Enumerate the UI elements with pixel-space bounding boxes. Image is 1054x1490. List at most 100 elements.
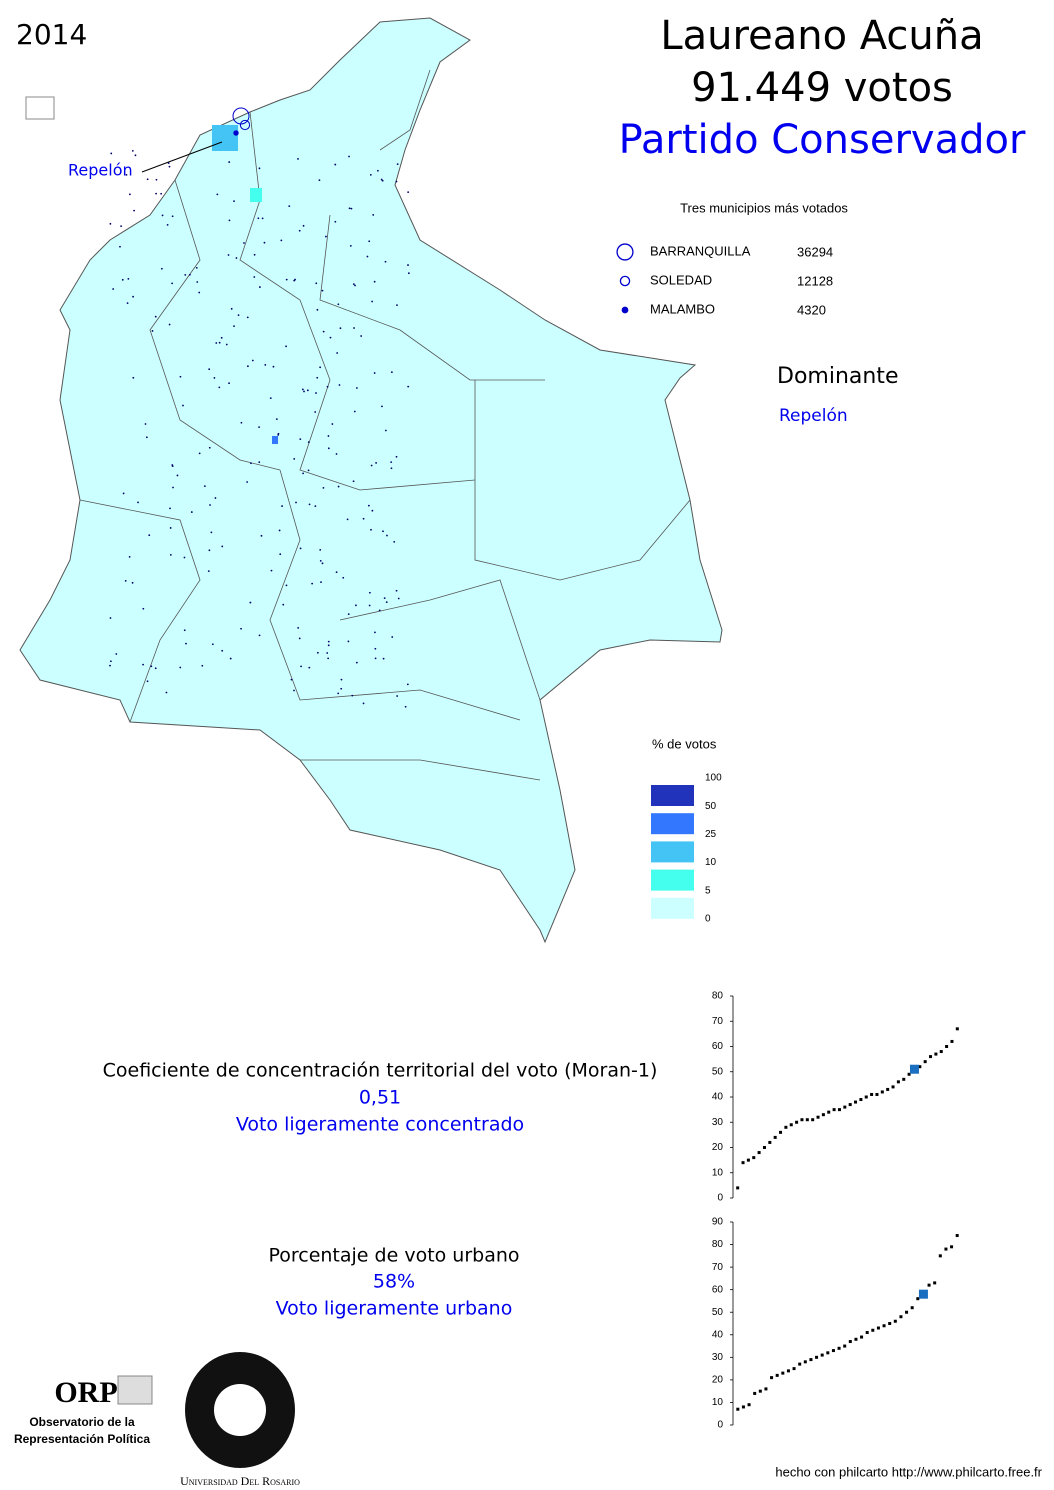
y-tick-label: 0 [717, 1420, 723, 1431]
municipality-dot [169, 553, 172, 556]
municipality-dot [277, 432, 280, 435]
municipality-dot [335, 571, 338, 574]
point [934, 1052, 938, 1056]
municipality-dot [353, 410, 356, 413]
top-name: BARRANQUILLA [650, 243, 751, 258]
municipality-dot [316, 376, 319, 379]
point [827, 1110, 831, 1114]
highlight-point [909, 1064, 919, 1074]
municipality-dot [355, 604, 357, 607]
municipality-dot [382, 657, 385, 660]
legend-break: 50 [705, 801, 717, 812]
municipality-dot [390, 467, 393, 470]
y-tick-label: 30 [712, 1117, 724, 1128]
moran-label: Coeficiente de concentración territorial… [103, 1060, 658, 1082]
municipality-dot [145, 436, 148, 439]
municipality-dot [209, 504, 211, 506]
point [747, 1403, 751, 1407]
point [888, 1322, 892, 1325]
municipality-dot [246, 481, 249, 483]
point [784, 1125, 788, 1129]
municipality-dot [351, 694, 354, 697]
municipality-dot [198, 291, 201, 294]
y-tick-label: 10 [712, 1167, 724, 1178]
y-tick-label: 50 [712, 1066, 724, 1077]
point [809, 1358, 813, 1362]
municipality-dot [404, 705, 407, 708]
municipality-dot [384, 429, 387, 432]
point [876, 1326, 880, 1330]
municipality-dot [347, 613, 350, 616]
point [843, 1105, 847, 1109]
municipality-dot [354, 284, 356, 287]
point [854, 1100, 858, 1104]
map: Repelón [19, 17, 723, 944]
point [736, 1407, 740, 1411]
y-tick-label: 60 [712, 1284, 724, 1295]
callout-line [141, 141, 223, 173]
point [815, 1355, 819, 1359]
municipality-dot [146, 178, 149, 181]
top-symbol [619, 275, 631, 287]
municipality-dot [160, 267, 163, 270]
legend-break: 0 [705, 914, 711, 925]
municipality-dot [325, 235, 327, 238]
candidate: Laureano Acuña [660, 13, 983, 59]
municipality-dot [168, 323, 171, 326]
municipality-dot [278, 529, 281, 532]
municipality-dot [393, 541, 396, 543]
municipality-dot [161, 214, 164, 217]
point [882, 1324, 886, 1328]
municipality-dot [125, 173, 128, 176]
municipality-dot [182, 404, 184, 407]
point [886, 1087, 890, 1091]
point [848, 1340, 852, 1344]
municipality-dot [144, 423, 147, 425]
logo-crest-center [214, 1384, 266, 1436]
municipality-dot [272, 365, 275, 368]
municipality-dot [208, 446, 211, 449]
municipality-dot [297, 158, 299, 160]
callout-label: Repelón [68, 161, 133, 180]
colombia-outline [19, 17, 723, 944]
point [805, 1118, 809, 1122]
municipality-dot [110, 152, 113, 155]
municipality-dot [307, 469, 310, 472]
municipality-dot [348, 155, 350, 158]
legend-break: 25 [705, 829, 717, 840]
municipality-dot [321, 289, 324, 292]
municipality-dot [131, 149, 134, 152]
point [803, 1360, 807, 1364]
municipality-dot [315, 392, 317, 394]
municipality-dot [382, 530, 384, 533]
orp-line: Observatorio de la [29, 1415, 135, 1429]
municipality-dot [374, 631, 376, 634]
municipality-dot [142, 607, 145, 610]
municipality-dot [375, 462, 377, 464]
point [918, 1065, 922, 1069]
municipality-dot [372, 214, 375, 216]
municipality-dot [190, 511, 193, 513]
municipality-dot [132, 376, 135, 379]
municipality-dot [109, 222, 112, 225]
municipality-dot [368, 604, 371, 607]
municipality-dot [368, 504, 370, 507]
municipality-dot [132, 295, 134, 298]
municipality-dot [148, 534, 151, 537]
municipality-dot [381, 405, 383, 408]
municipality-dot [327, 435, 330, 437]
point [816, 1115, 820, 1119]
municipality-dot [168, 165, 171, 168]
orp-text: ORP [54, 1376, 117, 1409]
municipality-dot [203, 485, 206, 488]
municipality-dot [322, 486, 325, 489]
point [752, 1156, 756, 1160]
point [859, 1098, 863, 1102]
municipality-dot [210, 531, 213, 534]
municipality-dot [338, 384, 341, 386]
municipality-dot [246, 316, 249, 319]
y-tick-label: 0 [717, 1193, 723, 1204]
dominant-title: Dominante [777, 364, 898, 389]
point [955, 1234, 959, 1238]
